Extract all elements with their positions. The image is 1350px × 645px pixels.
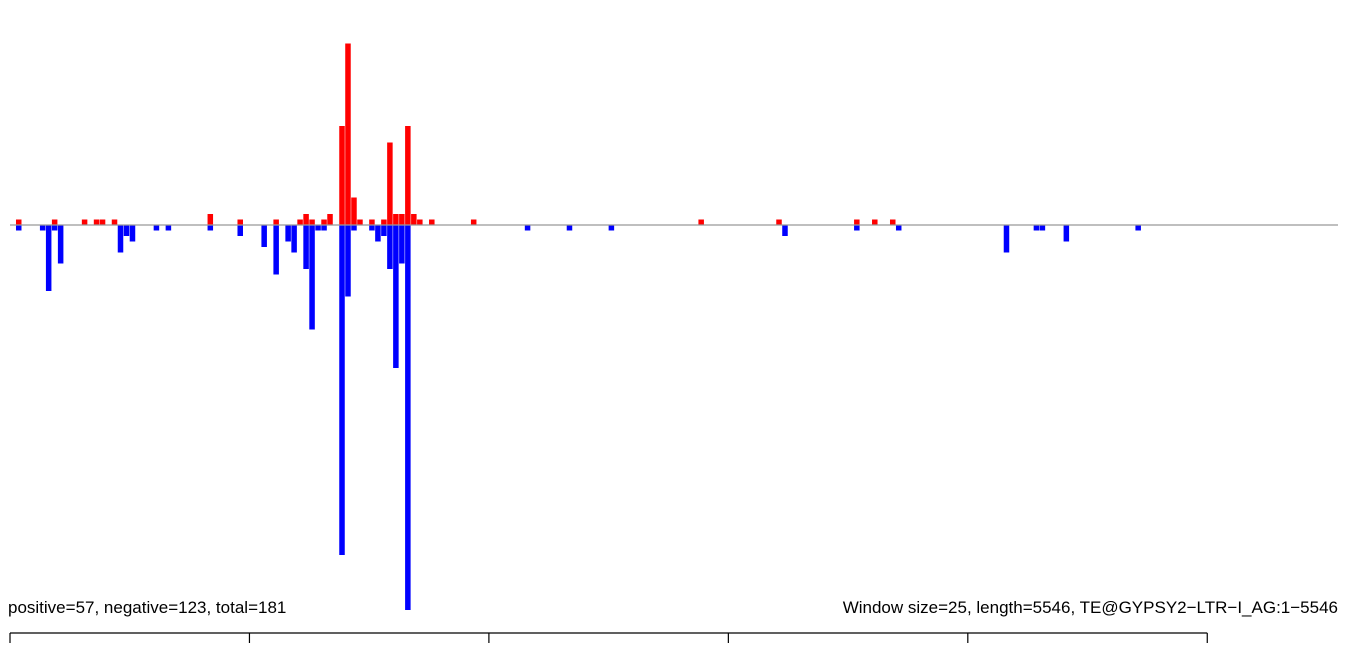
negative-bar <box>165 225 172 231</box>
positive-bar <box>387 142 393 225</box>
negative-bar <box>207 225 214 231</box>
negative-bar <box>1135 225 1141 231</box>
negative-bar <box>15 225 22 231</box>
positive-bar <box>237 219 243 225</box>
negative-bar <box>854 225 860 231</box>
strand-counts-label: positive=57, negative=123, total=181 <box>8 598 286 617</box>
negative-bar <box>153 225 160 231</box>
negative-bar <box>285 225 291 242</box>
positive-bar <box>15 219 22 225</box>
negative-bar <box>273 225 279 275</box>
window-info-label: Window size=25, length=5546, TE@GYPSY2−L… <box>843 598 1338 617</box>
negative-bar <box>303 225 309 269</box>
positive-bar <box>303 214 309 225</box>
positive-bar <box>339 126 345 225</box>
negative-bar <box>123 225 130 236</box>
negative-bar <box>309 225 315 330</box>
positive-bar <box>357 219 363 225</box>
positive-bar <box>99 219 106 225</box>
positive-bar <box>309 219 315 225</box>
negative-bar <box>387 225 393 269</box>
negative-bar <box>393 225 399 368</box>
positive-bar <box>411 214 417 225</box>
negative-bar <box>345 225 351 297</box>
positive-bar <box>381 219 387 225</box>
positive-bar <box>297 219 303 225</box>
positive-bar <box>345 43 351 225</box>
positive-bar <box>369 219 375 225</box>
positive-bar <box>351 197 357 225</box>
negative-bar <box>405 225 411 610</box>
negative-bar <box>1033 225 1040 231</box>
positive-bar <box>470 219 477 225</box>
negative-bars-group <box>15 225 1141 610</box>
positive-bar <box>273 219 279 225</box>
positive-bar <box>321 219 327 225</box>
negative-bar <box>895 225 902 231</box>
negative-bar <box>369 225 375 231</box>
negative-bar <box>608 225 615 231</box>
negative-bar <box>291 225 297 253</box>
negative-bar <box>566 225 573 231</box>
negative-bar <box>381 225 387 236</box>
negative-bar <box>1063 225 1070 242</box>
negative-bar <box>782 225 788 236</box>
positive-bar <box>93 219 100 225</box>
positive-bar <box>429 219 435 225</box>
negative-bar <box>237 225 243 236</box>
positive-bar <box>51 219 58 225</box>
negative-bar <box>51 225 58 231</box>
positive-bar <box>393 214 399 225</box>
positive-bars-group <box>15 43 896 225</box>
negative-bar <box>117 225 124 253</box>
negative-bar <box>39 225 46 231</box>
negative-bar <box>57 225 64 264</box>
negative-bar <box>1003 225 1010 253</box>
positive-bar <box>854 219 860 225</box>
positive-bar <box>872 219 878 225</box>
positive-bar <box>81 219 88 225</box>
negative-bar <box>315 225 321 231</box>
negative-bar <box>339 225 345 555</box>
negative-bar <box>351 225 357 231</box>
negative-bar <box>375 225 381 242</box>
positive-bar <box>327 214 333 225</box>
x-axis <box>9 632 1208 643</box>
positive-bar <box>399 214 405 225</box>
negative-bar <box>261 225 267 247</box>
negative-bar <box>45 225 52 291</box>
negative-bar <box>524 225 531 231</box>
positive-bar <box>207 214 214 225</box>
positive-bar <box>889 219 896 225</box>
negative-bar <box>399 225 405 264</box>
negative-bar <box>129 225 136 242</box>
positive-bar <box>405 126 411 225</box>
positive-bar <box>698 219 704 225</box>
negative-bar <box>321 225 327 231</box>
negative-bar <box>1039 225 1046 231</box>
positive-bar <box>111 219 118 225</box>
positive-bar <box>417 219 423 225</box>
positive-bar <box>776 219 782 225</box>
